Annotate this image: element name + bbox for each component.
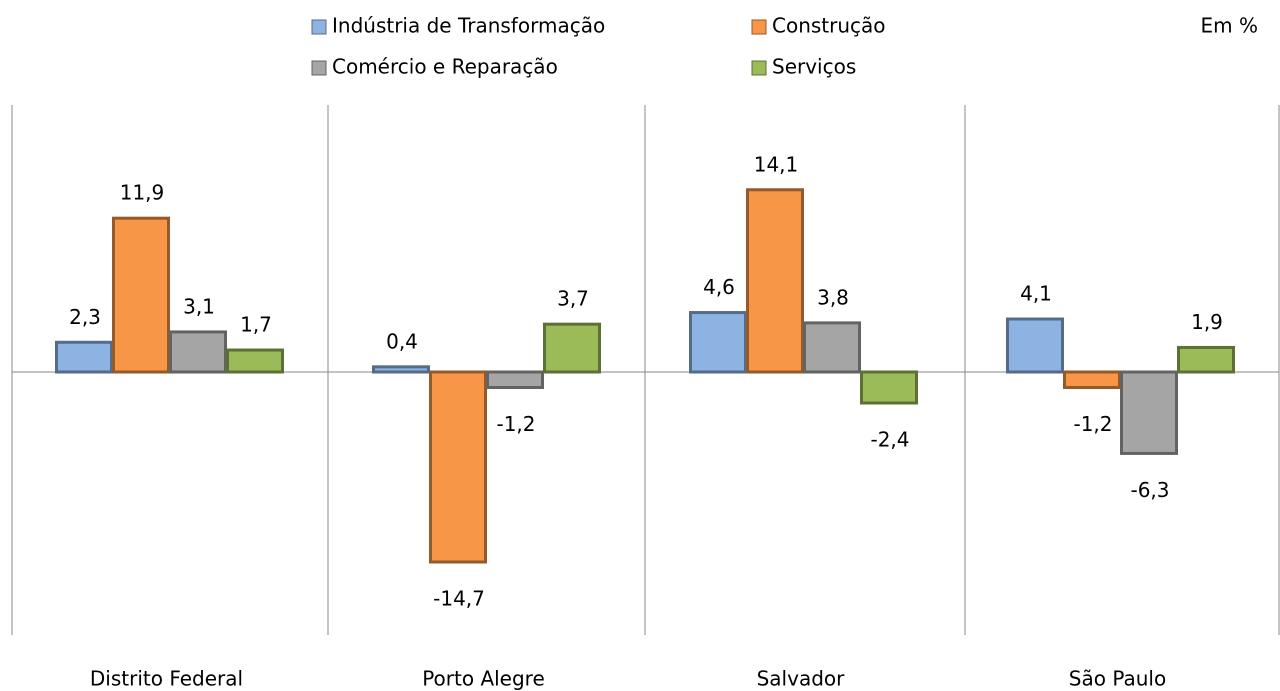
value-label: -1,2 [496, 412, 535, 436]
value-label: 1,9 [1191, 310, 1223, 334]
bar [543, 322, 601, 374]
bar [372, 365, 430, 374]
x-tick-label: Porto Alegre [422, 667, 545, 691]
legend-swatch [311, 19, 327, 35]
bar [803, 321, 861, 374]
value-label: 3,8 [817, 285, 849, 309]
bar [429, 370, 487, 564]
bar [226, 348, 284, 374]
value-label: 3,1 [183, 294, 215, 318]
value-label: 14,1 [754, 152, 799, 176]
bar [112, 216, 170, 374]
value-label: 0,4 [386, 329, 418, 353]
value-label: -1,2 [1073, 412, 1112, 436]
value-label: -14,7 [433, 587, 485, 611]
legend-swatch [751, 60, 767, 76]
unit-note: Em % [1201, 14, 1258, 38]
legend-label: Construção [772, 14, 886, 38]
bar [1120, 370, 1178, 455]
value-label: 1,7 [240, 313, 272, 337]
bar [1177, 345, 1235, 374]
bar [169, 330, 227, 374]
value-label: -6,3 [1130, 478, 1169, 502]
value-label: 2,3 [69, 305, 101, 329]
value-label: 4,1 [1020, 282, 1052, 306]
bar [689, 311, 747, 374]
legend-swatch [311, 60, 327, 76]
legend-label: Serviços [772, 55, 856, 79]
bar [860, 370, 918, 405]
x-tick-label: São Paulo [1069, 667, 1166, 691]
bar [1063, 370, 1121, 390]
x-tick-label: Distrito Federal [90, 667, 243, 691]
legend-label: Comércio e Reparação [332, 55, 558, 79]
bar [746, 188, 804, 374]
value-label: -2,4 [870, 428, 909, 452]
x-tick-label: Salvador [757, 667, 846, 691]
bar [1006, 317, 1064, 374]
value-label: 3,7 [557, 287, 589, 311]
value-label: 4,6 [703, 275, 735, 299]
legend-label: Indústria de Transformação [332, 14, 605, 38]
bar [55, 340, 113, 374]
value-label: 11,9 [120, 181, 165, 205]
bar [486, 370, 544, 390]
legend-swatch [751, 19, 767, 35]
